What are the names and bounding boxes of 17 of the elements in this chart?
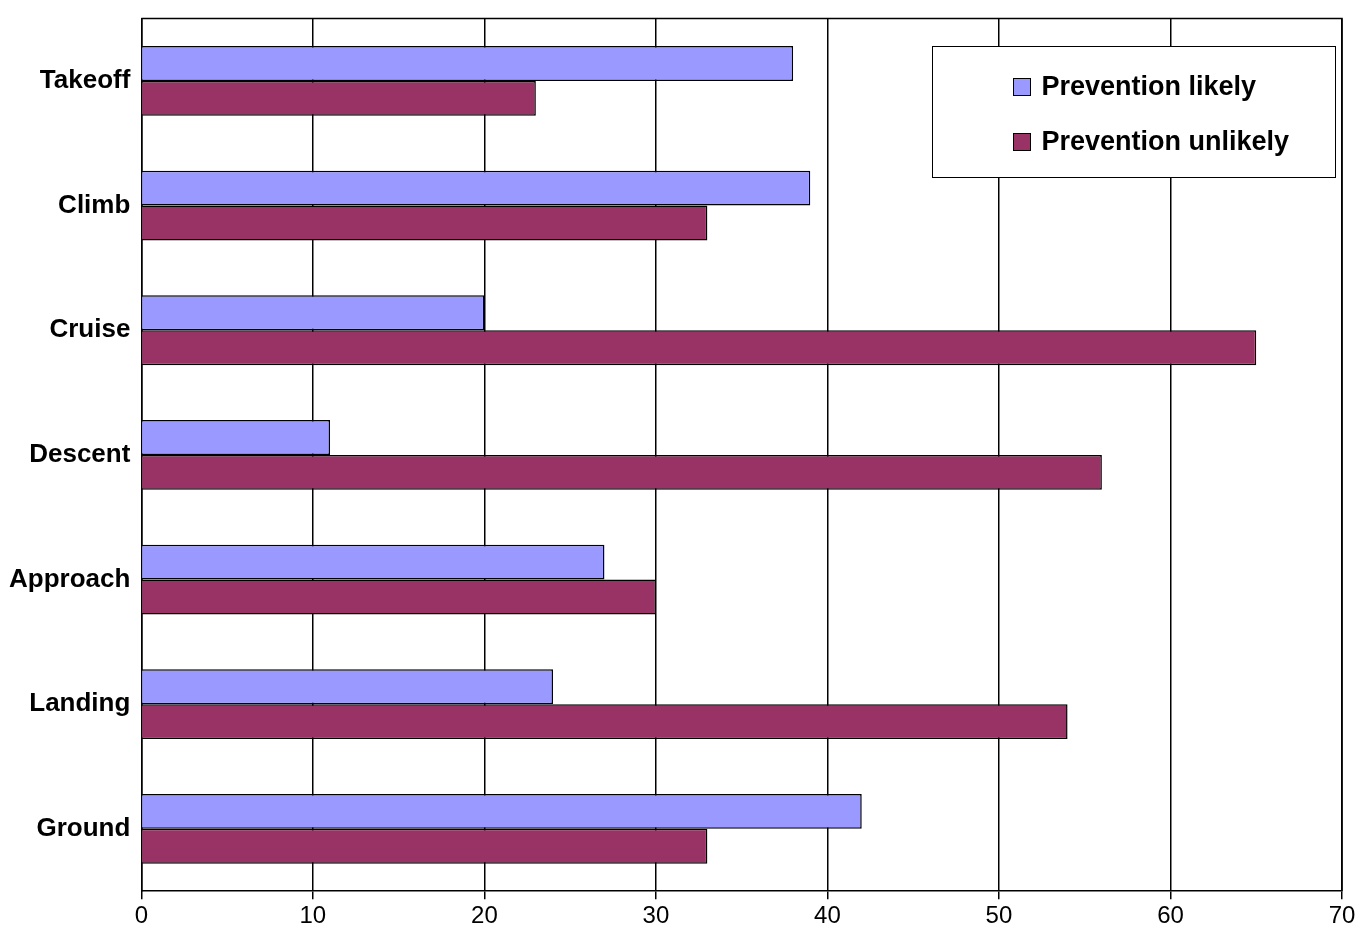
legend-label: Prevention unlikely [1041,126,1289,157]
y-tick-label: Takeoff [39,64,131,95]
x-tick-label: 70 [1328,901,1356,929]
x-tick-label: 20 [471,901,498,929]
y-tick-label: Approach [9,562,131,593]
x-tick-label: 10 [299,901,327,929]
x-tick-label: 50 [985,901,1013,929]
y-tick-label: Ground [36,812,131,843]
x-tick-label: 30 [642,901,670,929]
x-tick-label: 0 [134,901,149,929]
y-tick-label: Landing [29,687,131,718]
y-tick-label: Climb [58,188,131,219]
x-tick-label: 60 [1157,901,1184,929]
legend-label: Prevention likely [1041,71,1257,102]
x-tick-label: 40 [814,901,841,929]
y-tick-label: Descent [29,438,131,469]
y-tick-label: Cruise [49,313,131,344]
